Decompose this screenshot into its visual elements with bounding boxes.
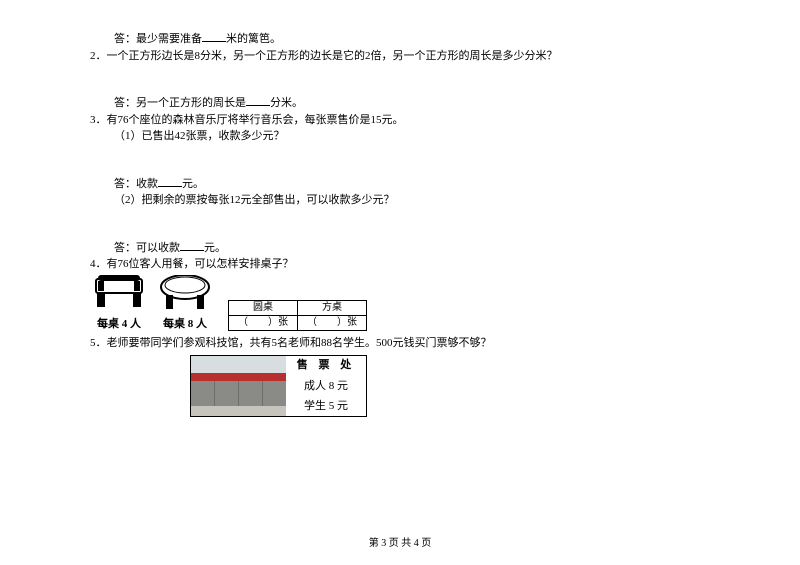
q2-blank: [246, 94, 270, 106]
q5-number: 5．: [90, 337, 107, 349]
q1-answer-suffix: 米的篱笆。: [226, 33, 281, 45]
q4-cell-round: （ ）张: [229, 315, 298, 330]
q3: 3．有76个座位的森林音乐厅将举行音乐会，每张票售价是15元。: [90, 112, 710, 129]
round-table-icon: [156, 275, 214, 317]
q3-ans2-suffix: 元。: [204, 242, 226, 254]
q4-row: 每桌 4 人 每桌 8 人 圆桌 方桌 （ ）张 （ ）张: [90, 275, 710, 333]
q2-answer: 答：另一个正方形的周长是 分米。: [90, 94, 710, 112]
q4-header-round: 圆桌: [229, 300, 298, 315]
ticket-info: 售 票 处 成人 8 元 学生 5 元: [286, 356, 366, 416]
q1-answer-prefix: 答：最少需要准备: [114, 33, 202, 45]
square-table-caption: 每桌 4 人: [90, 316, 148, 333]
q3-sub1: （1）已售出42张票，收款多少元？: [90, 128, 710, 145]
q5: 5．老师要带同学们参观科技馆，共有5名老师和88名学生。500元钱买门票够不够？: [90, 335, 710, 352]
ticket-box: 售 票 处 成人 8 元 学生 5 元: [190, 355, 367, 417]
q2-number: 2．: [90, 50, 107, 62]
q4-header-square: 方桌: [298, 300, 367, 315]
q4-cell-square: （ ）张: [298, 315, 367, 330]
square-table-icon: [90, 275, 148, 317]
q1-answer: 答：最少需要准备 米的篱笆。: [90, 30, 710, 48]
q4-text: 有76位客人用餐，可以怎样安排桌子？: [107, 258, 294, 270]
q2-answer-suffix: 分米。: [270, 97, 303, 109]
q3-ans2: 答：可以收款 元。: [90, 239, 710, 257]
q2-answer-prefix: 答：另一个正方形的周长是: [114, 97, 246, 109]
museum-photo-icon: [191, 356, 286, 416]
round-table-caption: 每桌 8 人: [156, 316, 214, 333]
q1-blank: [202, 30, 226, 42]
q3-ans1: 答：收款 元。: [90, 175, 710, 193]
q3-number: 3．: [90, 114, 107, 126]
ticket-student: 学生 5 元: [304, 398, 348, 415]
q3-ans1-suffix: 元。: [182, 178, 204, 190]
round-table-icon-group: 每桌 8 人: [156, 275, 214, 333]
q3-ans1-blank: [158, 175, 182, 187]
q3-text: 有76个座位的森林音乐厅将举行音乐会，每张票售价是15元。: [107, 114, 404, 126]
square-table-icon-group: 每桌 4 人: [90, 275, 148, 333]
q5-text: 老师要带同学们参观科技馆，共有5名老师和88名学生。500元钱买门票够不够？: [107, 337, 492, 349]
q3-sub2: （2）把剩余的票按每张12元全部售出，可以收款多少元？: [90, 192, 710, 209]
page-footer: 第 3 页 共 4 页: [0, 534, 800, 549]
ticket-title: 售 票 处: [297, 357, 356, 374]
page-content: 答：最少需要准备 米的篱笆。 2．一个正方形边长是8分米，另一个正方形的边长是它的…: [0, 0, 800, 417]
q4-number: 4．: [90, 258, 107, 270]
q4-table: 圆桌 方桌 （ ）张 （ ）张: [228, 300, 367, 331]
q2-text: 一个正方形边长是8分米，另一个正方形的边长是它的2倍，另一个正方形的周长是多少分…: [107, 50, 558, 62]
q3-ans2-prefix: 答：可以收款: [114, 242, 180, 254]
q2: 2．一个正方形边长是8分米，另一个正方形的边长是它的2倍，另一个正方形的周长是多…: [90, 48, 710, 65]
q3-ans1-prefix: 答：收款: [114, 178, 158, 190]
q3-ans2-blank: [180, 239, 204, 251]
q4: 4．有76位客人用餐，可以怎样安排桌子？: [90, 256, 710, 273]
ticket-adult: 成人 8 元: [304, 378, 348, 395]
